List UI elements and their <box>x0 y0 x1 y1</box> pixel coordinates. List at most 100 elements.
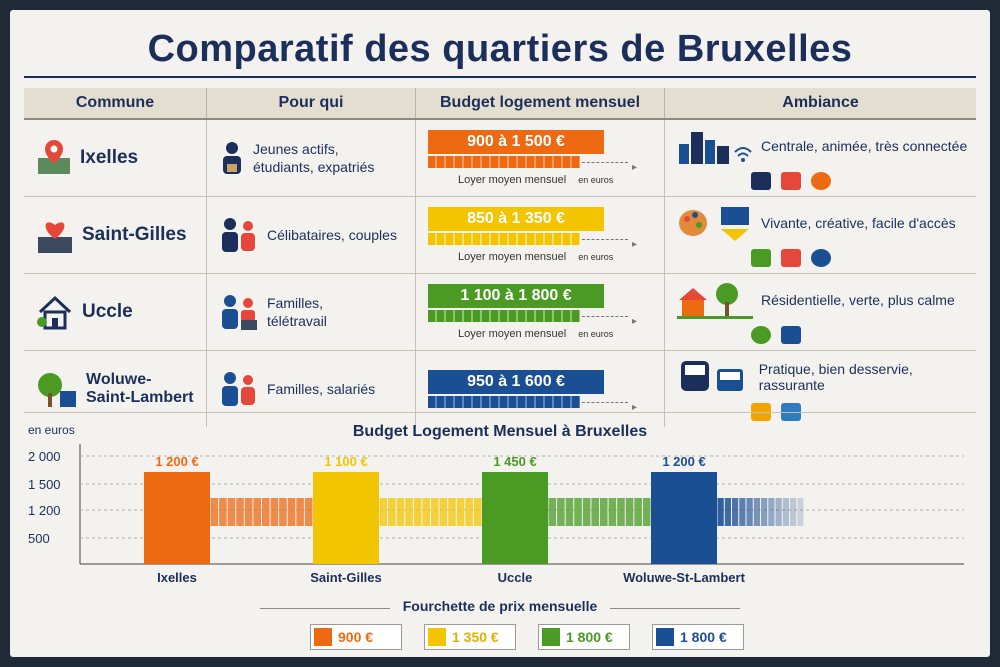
legend-item: 1 800 € <box>652 624 744 650</box>
connector-segment <box>557 498 565 526</box>
connector-segment <box>548 498 557 526</box>
city-skyline-icon <box>679 132 752 164</box>
connector-segment <box>625 498 634 526</box>
connector-segment <box>422 498 430 526</box>
who-line: télétravail <box>267 313 327 329</box>
connector-segment <box>761 498 768 526</box>
heart-icon <box>38 222 72 253</box>
budget-caption: Loyer moyen mensuel <box>458 174 567 186</box>
connector-segment <box>405 498 413 526</box>
park-icon <box>751 249 771 267</box>
family-icon <box>222 372 255 406</box>
connector-segment <box>456 498 465 526</box>
bus-icon <box>781 326 801 344</box>
category-label: Woluwe-St-Lambert <box>623 570 745 585</box>
legend-label: 1 800 € <box>680 629 727 645</box>
palette-icon <box>679 207 749 241</box>
commune-name-line: Saint-Lambert <box>86 389 194 406</box>
play-icon <box>781 172 801 190</box>
comparison-table: Commune Pour qui Budget logement mensuel… <box>24 88 976 427</box>
tree-small-icon <box>751 326 771 344</box>
legend-item: 1 800 € <box>538 624 630 650</box>
music-note-icon <box>811 172 831 190</box>
legend-rule-right <box>610 608 740 609</box>
connector-segment <box>244 498 253 526</box>
bar <box>651 472 717 564</box>
badge-icon <box>811 249 831 267</box>
budget-range-label: 950 à 1 600 € <box>428 370 604 394</box>
connector-segment <box>219 498 227 526</box>
connector-segment <box>210 498 219 526</box>
arrow-icon: ▸ <box>632 162 638 173</box>
connector-segment <box>296 498 304 526</box>
legend-swatch <box>542 628 560 646</box>
budget-range-label: 900 à 1 500 € <box>428 130 604 154</box>
legend-item: 900 € <box>310 624 402 650</box>
y-tick-label: 500 <box>28 531 50 546</box>
connector-segment <box>473 498 482 526</box>
commune-name: Ixelles <box>80 146 139 168</box>
connector-segment <box>746 498 753 526</box>
budget-strip <box>428 396 628 408</box>
header-pour-qui: Pour qui <box>206 88 416 120</box>
table-row: Woluwe- Saint-Lambert Familles, salariés … <box>24 350 976 427</box>
header-commune: Commune <box>24 88 207 120</box>
legend-swatch <box>656 628 674 646</box>
connector-segment <box>739 498 746 526</box>
worker-icon <box>223 142 241 174</box>
budget-unit: en euros <box>578 252 614 262</box>
building-icon <box>751 172 771 190</box>
budget-range-label: 1 100 à 1 800 € <box>428 284 604 308</box>
y-tick-label: 1 500 <box>28 477 61 492</box>
legend-rule-left <box>260 608 390 609</box>
bar-value-label: 1 200 € <box>155 454 198 469</box>
legend-title: Fourchette de prix mensuelle <box>402 598 598 614</box>
connector-segment <box>634 498 642 526</box>
connector-segment <box>732 498 739 526</box>
ambiance-text: Résidentielle, verte, plus calme <box>761 292 955 308</box>
connector-segment <box>304 498 313 526</box>
legend-label: 1 350 € <box>452 629 499 645</box>
connector-segment <box>287 498 296 526</box>
connector-segment <box>617 498 625 526</box>
arrow-icon: ▸ <box>632 239 638 250</box>
table-row: Ixelles Jeunes actifs, étudiants, expatri… <box>24 119 976 197</box>
header-ambiance: Ambiance <box>664 88 976 120</box>
table-row: Uccle Familles, télétravail 1 100 à 1 800… <box>24 273 976 351</box>
who-line: étudiants, expatriés <box>253 159 375 175</box>
connector-segment <box>439 498 448 526</box>
connector-segment <box>465 498 473 526</box>
legend-label: 1 800 € <box>566 629 613 645</box>
connector-segment <box>768 498 775 526</box>
connector-segment <box>431 498 439 526</box>
budget-strip <box>428 310 628 322</box>
house-tree-icon <box>677 283 753 319</box>
connector-segment <box>724 498 731 526</box>
who-line: Familles, salariés <box>267 380 376 397</box>
table-row: Saint-Gilles Célibataires, couples 850 à… <box>24 196 976 274</box>
connector-segment <box>608 498 617 526</box>
connector-segment <box>379 498 388 526</box>
connector-segment <box>574 498 582 526</box>
connector-segment <box>642 498 651 526</box>
connector-segment <box>253 498 261 526</box>
legend-swatch <box>428 628 446 646</box>
arrow-icon: ▸ <box>632 402 638 413</box>
title-divider <box>24 76 976 78</box>
budget-caption: Loyer moyen mensuel <box>458 251 567 263</box>
connector-segment <box>565 498 574 526</box>
connector-segment <box>582 498 591 526</box>
connector-segment <box>396 498 405 526</box>
category-label: Uccle <box>498 570 533 585</box>
house-icon <box>37 295 72 330</box>
bar <box>313 472 379 564</box>
connector-segment <box>797 498 804 526</box>
y-tick-label: 2 000 <box>28 449 61 464</box>
table-header-row: Commune Pour qui Budget logement mensuel… <box>24 88 976 120</box>
budget-strip <box>428 233 628 245</box>
commune-name: Uccle <box>82 300 133 322</box>
ambiance-text: Pratique, bien desservie, rassurante <box>758 361 913 393</box>
section-divider <box>24 412 976 413</box>
legend-swatch <box>314 628 332 646</box>
bar-value-label: 1 100 € <box>324 454 367 469</box>
